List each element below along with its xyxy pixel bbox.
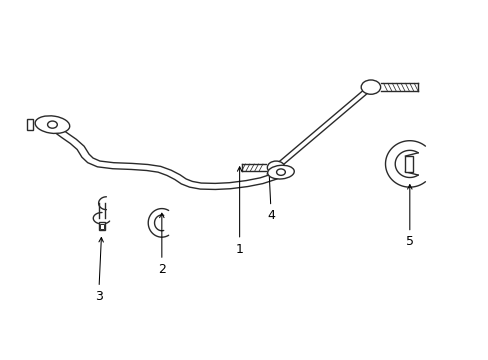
Ellipse shape <box>267 165 294 179</box>
Circle shape <box>276 169 285 175</box>
Circle shape <box>361 80 380 94</box>
FancyBboxPatch shape <box>405 156 412 172</box>
Text: 2: 2 <box>158 213 165 276</box>
FancyBboxPatch shape <box>27 119 33 130</box>
Text: 5: 5 <box>405 185 413 248</box>
FancyBboxPatch shape <box>100 224 104 229</box>
Ellipse shape <box>35 116 70 134</box>
Circle shape <box>47 121 57 128</box>
Text: 3: 3 <box>95 238 103 303</box>
Text: 4: 4 <box>266 170 275 222</box>
Text: 1: 1 <box>235 167 243 256</box>
Circle shape <box>267 161 285 174</box>
FancyBboxPatch shape <box>99 222 105 230</box>
